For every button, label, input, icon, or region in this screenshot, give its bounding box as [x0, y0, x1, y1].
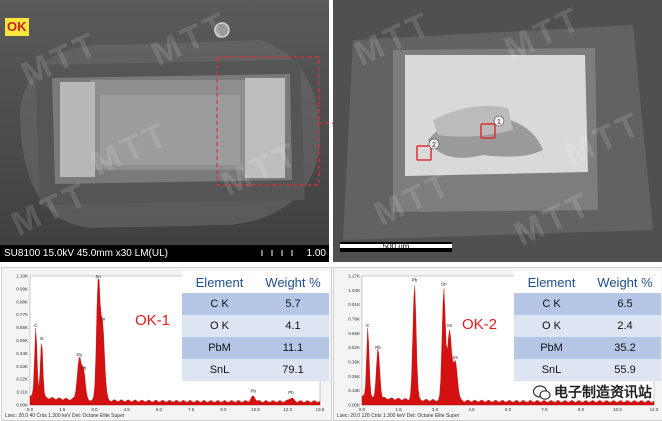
table-1-row: C K 5.7 [182, 293, 329, 315]
x-tick-label: 7.5 [541, 407, 548, 412]
table-1-row: PbM 11.1 [182, 337, 329, 359]
y-tick-label: 0.11K [17, 390, 28, 395]
peak-label: Sn [100, 316, 106, 321]
x-tick-label: 10.5 [251, 407, 260, 412]
table-2-col-weight: Weight % [597, 274, 653, 290]
x-tick-label: 9.0 [220, 407, 227, 412]
peak-label: Sn [447, 323, 453, 328]
sem-overview-graphic [0, 0, 329, 262]
y-tick-label: 0.78K [348, 317, 360, 322]
sem-image-overview: OK SU8100 15.0kV 45.0mm x30 LM(UL) 1.00 … [0, 0, 329, 262]
sem-info-bar: SU8100 15.0kV 45.0mm x30 LM(UL) [4, 248, 168, 259]
y-tick-label: 1.10K [16, 274, 28, 279]
scale-bar [340, 242, 452, 252]
x-tick-label: 4.5 [468, 407, 475, 412]
x-tick-label: 13.5 [316, 407, 325, 412]
y-tick-label: 0.22K [16, 377, 28, 382]
spectrum-trace [361, 285, 655, 406]
table-1-header: Element Weight % [182, 271, 329, 293]
x-tick-label: 12.0 [283, 407, 292, 412]
y-tick-label: 0.77K [16, 312, 28, 317]
eds-spectrum-2: 1.17K 1.04K 0.91K 0.78K 0.65K 0.52K 0.39K 0.26K… [333, 267, 662, 421]
x-tick-label: 6.0 [505, 407, 512, 412]
y-tick-label: 0.66K [16, 325, 28, 330]
y-tick-label: 1.17K [348, 274, 360, 279]
y-tick-label: 0.88K [16, 299, 28, 304]
x-tick-label: 1.5 [395, 407, 402, 412]
y-tick-label: 0.44K [16, 351, 28, 356]
x-tick-label: 10.5 [613, 407, 622, 412]
spectrum-2-label: OK-2 [462, 316, 498, 333]
marker-2-label: 2 [432, 142, 436, 149]
x-tick-label: 0.0 [359, 407, 366, 412]
peak-label: C [34, 323, 38, 328]
x-tick-label: 12.0 [650, 407, 659, 412]
marker-1-label: 1 [497, 119, 501, 126]
table-1-row: SnL 79.1 [182, 359, 329, 381]
y-tick-label: 0.55K [16, 338, 28, 343]
element-table-2: Element Weight % C K 6.5 O K 2.4 PbM 35.2 S… [514, 271, 661, 381]
y-tick-label: 0.99K [16, 286, 28, 291]
table-2-row: SnL 55.9 [514, 359, 661, 381]
ok-badge: OK [5, 18, 29, 36]
table-2-header: Element Weight % [514, 271, 661, 293]
peak-label: O [40, 336, 44, 341]
scale-label: 500 um [382, 242, 410, 251]
table-2-row: PbM 35.2 [514, 337, 661, 359]
y-tick-label: 0.33K [16, 364, 28, 369]
y-tick-label: 0.91K [348, 302, 360, 307]
x-tick-label: 7.5 [188, 407, 195, 412]
x-tick-label: 0.0 [27, 407, 34, 412]
y-tick-label: 0.13K [348, 388, 360, 393]
peak-label: C [366, 323, 370, 328]
spectrum-1-label: OK-1 [135, 312, 171, 329]
table-2-row: O K 2.4 [514, 315, 661, 337]
element-table-1: Element Weight % C K 5.7 O K 4.1 PbM 11.1 S… [182, 271, 329, 381]
x-tick-label: 3.0 [432, 407, 439, 412]
x-tick-label: 4.5 [124, 407, 131, 412]
y-tick-label: 0.52K [348, 345, 360, 350]
table-1-row: O K 4.1 [182, 315, 329, 337]
y-tick-label: 0.00K [16, 403, 28, 408]
table-1-col-weight: Weight % [265, 274, 321, 290]
peak-label: Pb [288, 390, 294, 395]
peak-label: Sn [95, 274, 101, 279]
x-tick-label: 1.5 [59, 407, 66, 412]
table-2-col-element: Element [527, 274, 576, 290]
y-tick-label: 0.65K [348, 331, 360, 336]
peak-label: Pb [251, 389, 257, 394]
y-tick-label: 0.00K [348, 403, 360, 408]
peak-label: Sn [453, 355, 459, 360]
spectrum-trace [29, 278, 321, 406]
x-tick-label: 6.0 [156, 407, 163, 412]
peak-label: Pb [81, 365, 87, 370]
peak-label: Sn [441, 282, 447, 287]
y-tick-label: 0.39K [348, 360, 360, 365]
y-tick-label: 0.26K [348, 374, 360, 379]
eds-spectrum-1: 1.10K 0.99K 0.88K 0.77K 0.66K 0.55K 0.44K 0.33K… [1, 267, 332, 421]
wechat-icon [533, 385, 551, 401]
peak-label: Pb [412, 278, 418, 283]
sem-zoom-graphic: 1 2 [333, 0, 662, 262]
sem-mag-value: 1.00 [306, 248, 326, 259]
y-tick-label: 1.04K [348, 288, 360, 293]
x-tick-label: 3.0 [91, 407, 98, 412]
table-2-row: C K 6.5 [514, 293, 661, 315]
x-tick-label: 9.0 [578, 407, 585, 412]
wechat-account: 电子制造资讯站 [533, 382, 652, 402]
wechat-name: 电子制造资讯站 [554, 384, 652, 400]
peak-label: Pb [77, 353, 83, 358]
spectrum-2-footer: Lsec: 20.0 126 Cnts 1.300 keV Det: Octan… [337, 413, 460, 419]
sem-image-zoom: 1 2 500 um MTT MTT MTT MTT MTT [333, 0, 662, 262]
table-1-col-element: Element [195, 274, 244, 290]
spectrum-1-footer: Lsec: 20.0 40 Cnts 1.300 keV Det: Octane… [5, 413, 125, 419]
peak-label: Pb [375, 345, 381, 350]
